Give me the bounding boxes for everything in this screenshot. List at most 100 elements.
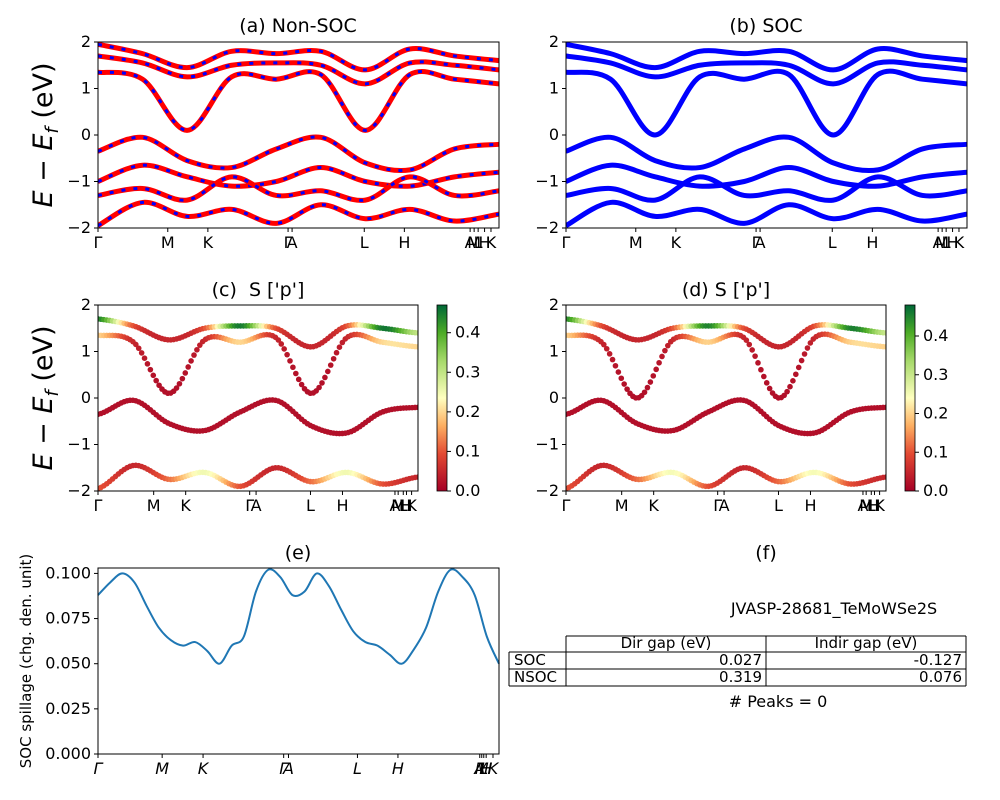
x-tick-label: K [488, 759, 500, 778]
table-cell: 0.319 [719, 668, 762, 686]
band-point [295, 376, 302, 383]
band-point [644, 384, 651, 391]
x-tick-label: L [360, 233, 369, 252]
colorbar-tick-label: 0.2 [923, 404, 948, 423]
y-tick-label: −1 [67, 435, 91, 454]
band-point [752, 353, 758, 359]
band-point [761, 373, 767, 380]
x-tick-label: L [479, 759, 488, 778]
band-point [606, 351, 613, 357]
band-point [793, 371, 799, 378]
colorbar-tick-label: 0.1 [455, 441, 480, 460]
x-tick-label: M [629, 233, 643, 252]
band-point [415, 404, 418, 411]
x-tick-label: A [251, 496, 262, 515]
y-tick-label: 0.050 [45, 654, 91, 673]
band-point [185, 364, 191, 370]
band-point [612, 362, 619, 369]
band-line [566, 68, 967, 138]
x-tick-label: A [282, 759, 294, 778]
x-tick-label: K [486, 233, 497, 252]
band-point [784, 388, 790, 395]
colorbar-d [904, 304, 916, 492]
panel-title-f: (f) [755, 542, 777, 564]
band-point [621, 381, 627, 387]
x-tick-label: M [155, 759, 169, 778]
x-tick-label: Γ [284, 233, 293, 252]
band-point [415, 330, 418, 336]
band-line [566, 42, 967, 73]
x-tick-label: M [615, 496, 629, 515]
x-tick-label: M [475, 759, 489, 778]
colorbar-tick-label: 0.1 [923, 442, 948, 461]
spillage-line [97, 568, 500, 665]
x-tick-label: H [479, 233, 491, 252]
band-point [883, 404, 886, 411]
colorbar-tick-label: 0.0 [923, 481, 948, 500]
x-tick-label: L [942, 233, 951, 252]
x-tick-label: L [828, 233, 837, 252]
x-tick-label: Γ [94, 496, 103, 515]
x-tick-label: M [859, 496, 873, 515]
y-tick-label: 0.025 [45, 699, 91, 718]
x-tick-label: H [804, 496, 816, 515]
band-point [758, 366, 764, 373]
table-cell: 0.027 [719, 651, 762, 669]
x-tick-label: L [867, 496, 876, 515]
band-point [795, 364, 802, 371]
material-id: JVASP-28681_TeMoWSe2S [730, 599, 937, 619]
band-point [275, 337, 282, 343]
band-point [325, 368, 331, 375]
band-point [603, 345, 610, 352]
y-tick-label: 0.100 [45, 563, 91, 582]
x-tick-label: K [203, 233, 214, 252]
x-tick-label: Γ [245, 496, 254, 515]
band-point [144, 361, 151, 367]
band-point [156, 382, 162, 389]
band-point [665, 342, 671, 349]
x-tick-label: M [147, 496, 161, 515]
y-tick-label: 2 [81, 32, 91, 51]
band-point [807, 340, 814, 346]
band-line [566, 134, 967, 174]
spillage-ylabel: SOC spillage (chg. den. unit) [17, 554, 35, 769]
x-tick-label: A [287, 233, 298, 252]
x-tick-label: H [866, 233, 878, 252]
table-cell: 0.076 [919, 668, 962, 686]
band-point [743, 337, 750, 344]
band-point [798, 357, 805, 364]
band-point [182, 370, 189, 376]
band-point [659, 353, 665, 360]
band-line-dash [98, 54, 499, 86]
band-line [566, 174, 967, 203]
y-tick-label: 0 [549, 125, 559, 144]
x-tick-label: L [399, 496, 408, 515]
y-tick-label: −1 [535, 435, 559, 454]
x-tick-label: K [648, 496, 659, 515]
band-point [653, 366, 659, 373]
y-tick-label: 2 [549, 32, 559, 51]
band-point [191, 352, 197, 358]
x-tick-label: A [389, 496, 400, 515]
band-point [176, 380, 183, 387]
y-tick-label: 0 [81, 125, 91, 144]
band-point [333, 349, 340, 356]
band-line [98, 199, 499, 228]
band-point [298, 381, 305, 388]
y-tick-label: 1 [81, 79, 91, 98]
band-ylabel-top: E − Ef (eV) [28, 63, 63, 208]
table-cell: -0.127 [914, 651, 962, 669]
x-tick-label: H [400, 496, 412, 515]
x-tick-label: H [398, 233, 410, 252]
x-tick-label: Γ [562, 496, 571, 515]
x-tick-label: A [719, 496, 730, 515]
band-point [883, 474, 886, 480]
band-point [319, 380, 325, 386]
y-tick-label: −1 [535, 172, 559, 191]
band-point [336, 344, 343, 350]
band-point [766, 385, 773, 392]
